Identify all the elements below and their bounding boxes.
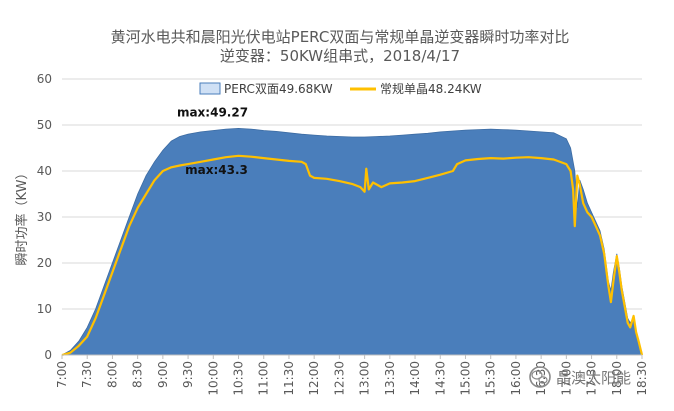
y-tick-30: 30 (37, 210, 52, 224)
y-tick-60: 60 (37, 72, 52, 86)
x-tick-17-00: 17:00 (559, 361, 573, 396)
legend-label-mono: 常规单晶48.24KW (380, 81, 482, 96)
y-tick-40: 40 (37, 164, 52, 178)
x-tick-18-30: 18:30 (635, 361, 649, 396)
x-tick-12-30: 12:30 (332, 361, 346, 396)
wechat-icon (529, 366, 551, 388)
series-line-mono (61, 154, 644, 357)
x-tick-8-30: 8:30 (131, 361, 145, 388)
watermark: 晶澳太阳能 (529, 366, 631, 388)
y-tick-10: 10 (37, 302, 52, 316)
y-tick-0: 0 (44, 348, 52, 362)
x-tick-18-00: 18:00 (610, 361, 624, 396)
x-tick-11-30: 11:30 (282, 361, 296, 396)
axes: 0 10 20 30 40 50 60 7:00 7:30 8:00 8:30 9:00 9:30 10:… (37, 72, 649, 396)
x-tick-16-00: 16:00 (509, 361, 523, 396)
annotation-max-0: max:49.27 (177, 105, 248, 119)
x-tick-10-30: 10:30 (232, 361, 246, 396)
y-axis-label: 瞬时功率（KW） (14, 167, 30, 266)
annotation-max-1: max:43.3 (185, 163, 248, 177)
x-tick-14-30: 14:30 (433, 361, 447, 396)
x-tick-15-30: 15:30 (484, 361, 498, 396)
legend: PERC双面49.68KW 常规单晶48.24KW (199, 81, 482, 96)
x-tick-15-00: 15:00 (458, 361, 472, 396)
x-tick-7-00: 7:00 (55, 361, 69, 388)
series-layer (61, 127, 644, 357)
x-tick-7-30: 7:30 (80, 361, 94, 388)
legend-swatch-perc (199, 82, 221, 95)
series-area-perc (61, 127, 643, 356)
x-tick-9-30: 9:30 (181, 361, 195, 388)
legend-label-perc: PERC双面49.68KW (224, 82, 333, 96)
y-tick-50: 50 (37, 118, 52, 132)
y-tick-20: 20 (37, 256, 52, 270)
annotations: max:49.27 max:43.3 (177, 105, 248, 176)
x-tick-14-00: 14:00 (408, 361, 422, 396)
x-tick-8-00: 8:00 (105, 361, 119, 388)
x-tick-13-30: 13:30 (383, 361, 397, 396)
x-tick-10-00: 10:00 (206, 361, 220, 396)
x-tick-11-00: 11:00 (257, 361, 271, 396)
x-tick-12-00: 12:00 (307, 361, 321, 396)
x-tick-13-00: 13:00 (358, 361, 372, 396)
x-tick-17-30: 17:30 (585, 361, 599, 396)
chart-subtitle: 逆变器：50KW组串式，2018/4/17 (220, 47, 460, 65)
watermark-text: 晶澳太阳能 (556, 369, 631, 387)
chart-title: 黄河水电共和晨阳光伏电站PERC双面与常规单晶逆变器瞬时功率对比 (111, 28, 570, 46)
x-tick-9-00: 9:00 (156, 361, 170, 388)
